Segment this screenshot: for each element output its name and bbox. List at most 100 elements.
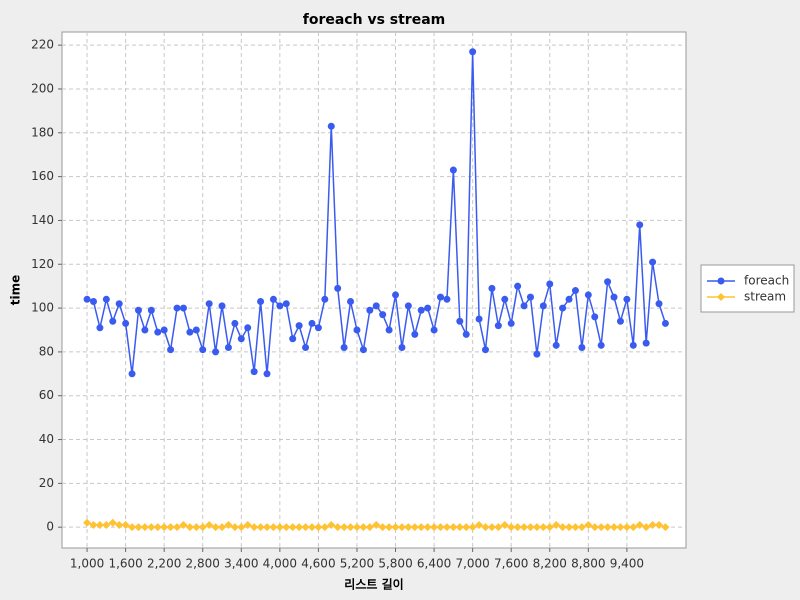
point-marker bbox=[590, 523, 599, 532]
y-tick-label: 20 bbox=[39, 476, 54, 490]
point-marker bbox=[289, 335, 297, 343]
point-marker bbox=[179, 520, 188, 529]
point-marker bbox=[462, 330, 470, 338]
point-marker bbox=[173, 523, 182, 532]
point-marker bbox=[192, 523, 201, 532]
point-marker bbox=[288, 523, 297, 532]
point-marker bbox=[629, 523, 638, 532]
point-marker bbox=[469, 48, 477, 56]
point-marker bbox=[302, 344, 310, 352]
point-marker bbox=[655, 520, 664, 529]
point-marker bbox=[108, 518, 117, 527]
point-marker bbox=[552, 520, 561, 529]
point-marker bbox=[501, 295, 509, 303]
point-marker bbox=[192, 326, 200, 334]
point-marker bbox=[648, 520, 657, 529]
x-tick-label: 6,400 bbox=[417, 557, 451, 571]
point-marker bbox=[558, 523, 567, 532]
point-marker bbox=[397, 523, 406, 532]
point-marker bbox=[359, 346, 367, 354]
point-marker bbox=[372, 302, 380, 310]
grid: 0 20 40 60 80 100 120 140 160 180 200 220 1,000 1,600… bbox=[31, 32, 686, 571]
point-marker bbox=[584, 291, 592, 299]
point-marker bbox=[218, 523, 227, 532]
point-marker bbox=[661, 319, 669, 327]
point-marker bbox=[546, 280, 554, 288]
point-marker bbox=[475, 520, 484, 529]
point-marker bbox=[205, 520, 214, 529]
point-marker bbox=[636, 221, 644, 229]
point-marker bbox=[154, 328, 162, 336]
point-marker bbox=[655, 300, 663, 308]
point-marker bbox=[282, 300, 290, 308]
point-marker bbox=[83, 518, 92, 527]
point-marker bbox=[102, 520, 111, 529]
x-tick-label: 8,800 bbox=[571, 557, 605, 571]
point-marker bbox=[526, 523, 535, 532]
point-marker bbox=[424, 304, 432, 312]
point-marker bbox=[571, 287, 579, 295]
point-marker bbox=[623, 295, 631, 303]
point-marker bbox=[385, 523, 394, 532]
point-marker bbox=[269, 523, 278, 532]
point-marker bbox=[340, 344, 348, 352]
point-marker bbox=[205, 300, 213, 308]
point-marker bbox=[186, 328, 194, 336]
point-marker bbox=[141, 326, 149, 334]
point-marker bbox=[96, 324, 104, 332]
point-marker bbox=[661, 523, 670, 532]
point-marker bbox=[455, 523, 464, 532]
point-marker bbox=[391, 523, 400, 532]
legend-label: foreach bbox=[744, 274, 789, 288]
point-marker bbox=[577, 523, 586, 532]
point-marker bbox=[89, 298, 97, 306]
point-marker bbox=[526, 293, 534, 301]
point-marker bbox=[365, 523, 374, 532]
point-marker bbox=[321, 295, 329, 303]
point-marker bbox=[604, 278, 612, 286]
point-marker bbox=[578, 344, 586, 352]
point-marker bbox=[597, 523, 606, 532]
point-marker bbox=[256, 523, 265, 532]
point-marker bbox=[218, 302, 226, 310]
point-marker bbox=[449, 523, 458, 532]
x-tick-label: 4,600 bbox=[301, 557, 335, 571]
x-tick-label: 7,000 bbox=[455, 557, 489, 571]
point-marker bbox=[552, 341, 560, 349]
point-marker bbox=[109, 317, 117, 325]
point-marker bbox=[468, 523, 477, 532]
point-marker bbox=[359, 523, 368, 532]
legend-items: foreach stream bbox=[707, 274, 789, 304]
point-marker bbox=[352, 523, 361, 532]
point-marker bbox=[456, 317, 464, 325]
point-marker bbox=[532, 523, 541, 532]
y-tick-label: 180 bbox=[31, 125, 54, 139]
marks bbox=[83, 48, 670, 532]
point-marker bbox=[597, 341, 605, 349]
point-marker bbox=[404, 302, 412, 310]
point-marker bbox=[314, 324, 322, 332]
point-marker bbox=[533, 350, 541, 358]
point-marker bbox=[334, 284, 342, 292]
x-tick-label: 3,400 bbox=[224, 557, 258, 571]
point-marker bbox=[404, 523, 413, 532]
x-tick-label: 1,600 bbox=[108, 557, 142, 571]
point-marker bbox=[539, 523, 548, 532]
point-marker bbox=[224, 344, 232, 352]
x-tick-label: 8,200 bbox=[533, 557, 567, 571]
y-tick-label: 220 bbox=[31, 38, 54, 52]
point-marker bbox=[545, 523, 554, 532]
x-tick-label: 5,800 bbox=[378, 557, 412, 571]
point-marker bbox=[340, 523, 349, 532]
x-tick-label: 2,200 bbox=[147, 557, 181, 571]
point-marker bbox=[224, 520, 233, 529]
point-marker bbox=[616, 317, 624, 325]
point-marker bbox=[199, 346, 207, 354]
point-marker bbox=[392, 291, 400, 299]
point-marker bbox=[282, 523, 291, 532]
y-tick-label: 80 bbox=[39, 344, 54, 358]
point-marker bbox=[565, 295, 573, 303]
point-marker bbox=[379, 311, 387, 319]
point-marker bbox=[128, 370, 136, 378]
point-marker bbox=[410, 523, 419, 532]
